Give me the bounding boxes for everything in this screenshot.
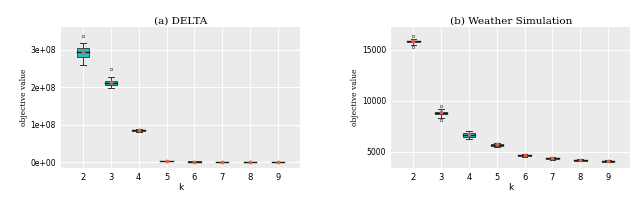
Bar — [104, 81, 117, 85]
Bar — [435, 112, 447, 114]
Y-axis label: objective value: objective value — [351, 69, 359, 126]
Bar — [77, 48, 90, 56]
Title: (b) Weather Simulation: (b) Weather Simulation — [449, 16, 572, 25]
Bar — [574, 160, 587, 161]
Bar — [132, 130, 145, 131]
Bar — [407, 41, 420, 42]
Bar — [518, 155, 531, 156]
X-axis label: k: k — [508, 183, 513, 192]
Bar — [491, 144, 503, 146]
Bar — [463, 133, 476, 136]
Bar — [546, 158, 559, 159]
Bar — [602, 161, 614, 162]
Y-axis label: objective value: objective value — [20, 69, 28, 126]
Title: (a) DELTA: (a) DELTA — [154, 16, 207, 25]
X-axis label: k: k — [178, 183, 183, 192]
